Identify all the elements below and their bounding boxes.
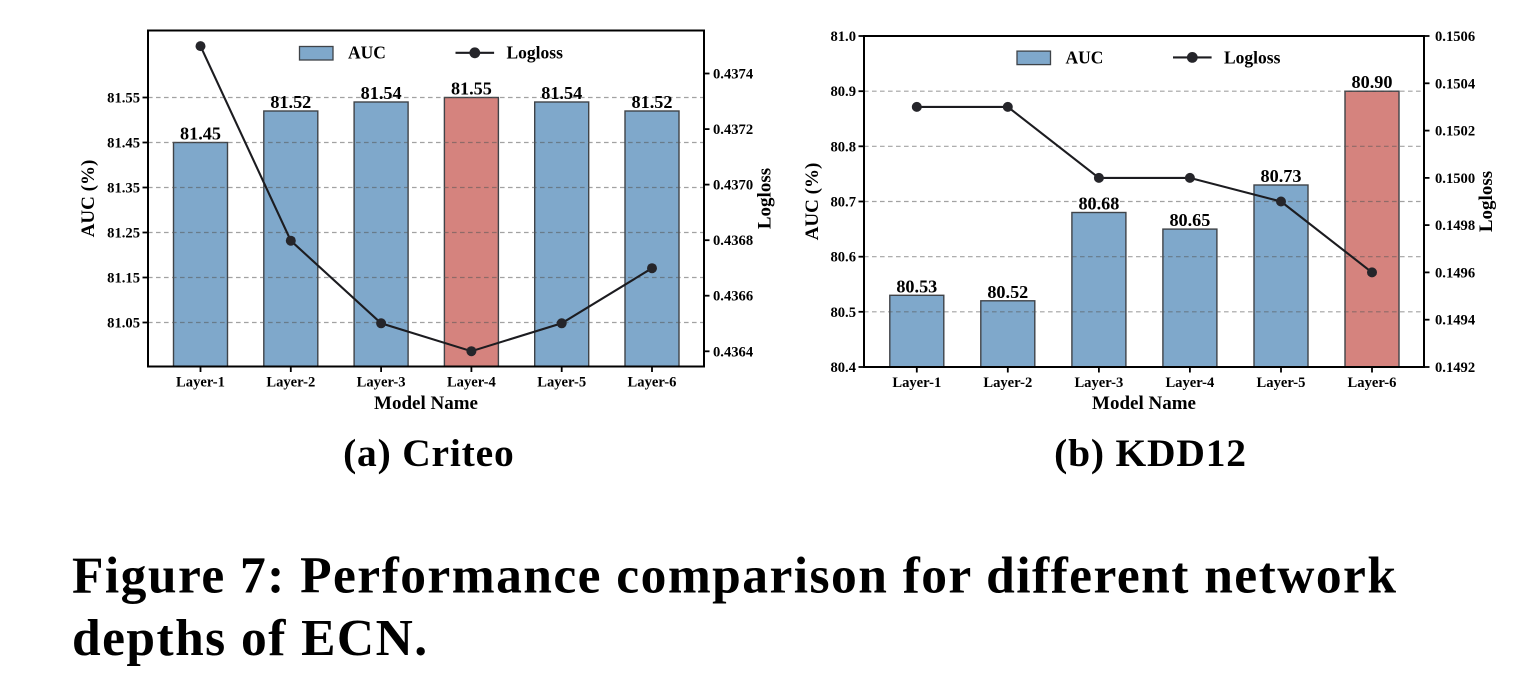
svg-text:0.4364: 0.4364 [713,344,754,360]
svg-text:80.4: 80.4 [830,360,856,376]
svg-text:0.1492: 0.1492 [1435,360,1475,376]
svg-text:80.6: 80.6 [830,250,856,266]
svg-text:80.5: 80.5 [830,305,856,321]
svg-text:80.65: 80.65 [1169,210,1210,230]
svg-text:Layer-3: Layer-3 [1074,375,1123,391]
svg-text:Layer-3: Layer-3 [357,375,406,391]
svg-text:Logloss: Logloss [754,168,775,229]
svg-text:81.05: 81.05 [107,316,140,332]
svg-text:0.1504: 0.1504 [1435,76,1476,92]
svg-text:0.4370: 0.4370 [713,178,753,194]
svg-text:AUC (%): AUC (%) [78,160,99,238]
svg-text:81.45: 81.45 [107,136,140,152]
svg-text:Logloss: Logloss [1476,171,1497,232]
svg-text:0.1494: 0.1494 [1435,313,1476,329]
svg-text:AUC (%): AUC (%) [802,163,823,241]
svg-text:0.1498: 0.1498 [1435,218,1475,234]
svg-text:81.35: 81.35 [107,181,140,197]
svg-text:81.55: 81.55 [451,79,492,99]
svg-text:80.9: 80.9 [830,84,856,100]
svg-text:81.54: 81.54 [541,83,582,103]
svg-text:80.7: 80.7 [830,195,856,211]
svg-text:81.52: 81.52 [632,92,673,112]
svg-text:AUC: AUC [1066,47,1104,67]
svg-text:Figure 7: Performance comparis: Figure 7: Performance comparison for dif… [72,548,1397,605]
svg-text:81.25: 81.25 [107,226,140,242]
svg-text:Layer-6: Layer-6 [1348,375,1397,391]
svg-text:0.4368: 0.4368 [713,233,753,249]
svg-text:80.90: 80.90 [1352,72,1393,92]
svg-text:Layer-5: Layer-5 [537,375,586,391]
svg-text:81.54: 81.54 [361,83,402,103]
svg-text:0.1506: 0.1506 [1435,29,1475,45]
svg-text:0.4372: 0.4372 [713,122,753,138]
svg-text:0.4374: 0.4374 [713,67,754,83]
svg-text:Layer-6: Layer-6 [628,375,677,391]
svg-text:0.1502: 0.1502 [1435,124,1475,140]
svg-text:Logloss: Logloss [1224,47,1281,67]
svg-text:Layer-4: Layer-4 [447,375,497,391]
svg-text:81.52: 81.52 [270,92,311,112]
svg-text:AUC: AUC [348,43,386,63]
svg-text:(a) Criteo: (a) Criteo [343,431,514,475]
svg-text:80.52: 80.52 [987,282,1028,302]
svg-text:0.4366: 0.4366 [713,289,753,305]
svg-text:Model Name: Model Name [374,393,478,414]
svg-text:0.1500: 0.1500 [1435,171,1475,187]
svg-text:81.15: 81.15 [107,271,140,287]
svg-text:80.73: 80.73 [1261,166,1302,186]
svg-text:Layer-1: Layer-1 [176,375,225,391]
svg-text:Logloss: Logloss [507,43,564,63]
svg-text:80.53: 80.53 [896,276,937,296]
svg-text:0.1496: 0.1496 [1435,265,1475,281]
svg-text:81.55: 81.55 [107,91,140,107]
svg-text:81.45: 81.45 [180,124,221,144]
svg-text:80.8: 80.8 [830,139,856,155]
svg-text:Layer-2: Layer-2 [983,375,1032,391]
svg-text:80.68: 80.68 [1078,194,1119,214]
svg-text:depths of ECN.: depths of ECN. [72,610,429,667]
svg-text:81.0: 81.0 [830,29,856,45]
svg-text:(b) KDD12: (b) KDD12 [1054,431,1247,475]
svg-text:Model Name: Model Name [1092,393,1196,414]
svg-text:Layer-5: Layer-5 [1257,375,1306,391]
svg-text:Layer-2: Layer-2 [266,375,315,391]
svg-text:Layer-4: Layer-4 [1165,375,1215,391]
svg-text:Layer-1: Layer-1 [892,375,941,391]
